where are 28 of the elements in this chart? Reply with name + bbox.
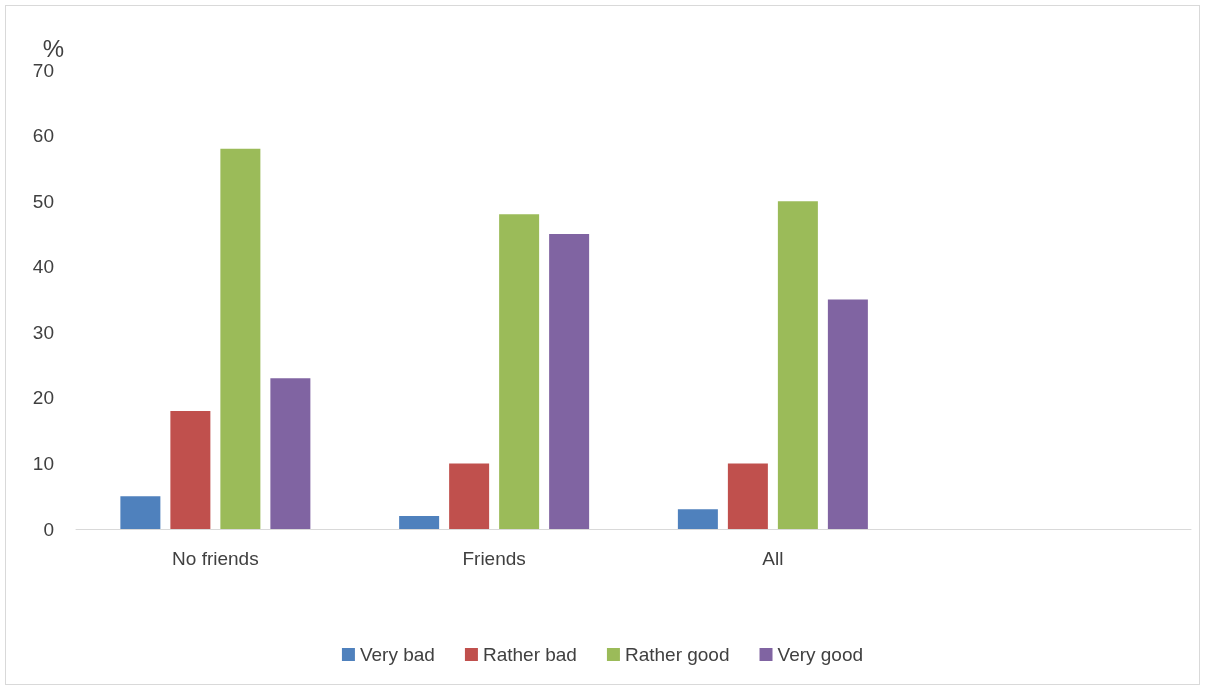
y-axis-title: % — [42, 34, 64, 62]
bar — [220, 148, 261, 529]
bar — [499, 214, 540, 529]
bar — [677, 509, 718, 529]
bar — [270, 378, 311, 529]
bar — [727, 463, 768, 529]
x-tick-label: All — [762, 548, 784, 569]
bar — [777, 201, 818, 529]
y-tick-label: 20 — [32, 387, 54, 409]
legend-label: Rather bad — [482, 644, 577, 665]
bar — [170, 410, 211, 529]
y-tick-label: 40 — [32, 256, 54, 278]
bar — [120, 496, 161, 529]
y-tick-label: 0 — [43, 518, 54, 540]
bar — [449, 463, 490, 529]
bar — [827, 299, 868, 529]
y-tick-label: 10 — [32, 452, 54, 474]
bar — [399, 515, 440, 529]
bar — [549, 233, 590, 529]
y-tick-label: 60 — [32, 125, 54, 147]
legend-label: Very bad — [359, 644, 435, 665]
legend-label: Very good — [777, 644, 864, 665]
legend-label: Rather good — [624, 644, 730, 665]
y-tick-label: 70 — [32, 59, 54, 81]
x-tick-label: No friends — [172, 548, 259, 569]
y-tick-label: 30 — [32, 321, 54, 343]
y-tick-label: 50 — [32, 190, 54, 212]
x-tick-label: Friends — [462, 548, 526, 569]
